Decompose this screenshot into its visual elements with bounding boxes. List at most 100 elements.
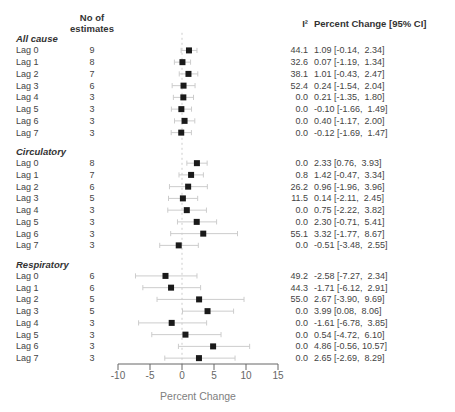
svg-text:Lag 2: Lag 2 [16, 69, 39, 79]
svg-text:-1.61 [-6.78, 3.85]: -1.61 [-6.78, 3.85] [314, 318, 388, 328]
svg-text:-1.71 [-6.12, 2.91]: -1.71 [-6.12, 2.91] [314, 283, 388, 293]
svg-text:Percent Change: Percent Change [160, 390, 236, 402]
svg-text:0.14 [-2.11, 2.45]: 0.14 [-2.11, 2.45] [314, 193, 384, 203]
svg-text:7: 7 [89, 170, 94, 180]
svg-text:5: 5 [89, 306, 94, 316]
svg-text:38.1: 38.1 [290, 69, 308, 79]
svg-text:0.0: 0.0 [295, 92, 308, 102]
svg-text:3.99 [0.08, 8.06]: 3.99 [0.08, 8.06] [314, 306, 382, 316]
svg-text:3: 3 [89, 330, 94, 340]
svg-text:Lag 4: Lag 4 [16, 92, 39, 102]
svg-text:7: 7 [89, 69, 94, 79]
svg-text:Lag 3: Lag 3 [16, 81, 39, 91]
svg-text:Percent Change [95% CI]: Percent Change [95% CI] [314, 18, 426, 29]
svg-text:3: 3 [89, 104, 94, 114]
svg-text:0.0: 0.0 [295, 104, 308, 114]
svg-text:-5: -5 [146, 370, 155, 381]
svg-text:Lag 3: Lag 3 [16, 193, 39, 203]
svg-text:-0.51 [-3.48, 2.55]: -0.51 [-3.48, 2.55] [314, 240, 388, 250]
svg-text:1.09 [-0.14, 2.34]: 1.09 [-0.14, 2.34] [314, 45, 385, 55]
svg-text:3: 3 [89, 92, 94, 102]
svg-text:0.0: 0.0 [295, 158, 308, 168]
svg-text:2.67 [-3.90, 9.69]: 2.67 [-3.90, 9.69] [314, 294, 385, 304]
svg-text:6: 6 [89, 271, 94, 281]
svg-text:3: 3 [89, 353, 94, 363]
svg-text:Lag 2: Lag 2 [16, 294, 39, 304]
svg-text:5: 5 [89, 193, 94, 203]
svg-text:3: 3 [89, 341, 94, 351]
svg-text:3.32 [-1.77, 8.67]: 3.32 [-1.77, 8.67] [314, 229, 385, 239]
svg-text:3: 3 [89, 128, 94, 138]
svg-text:-2.58 [-7.27, 2.34]: -2.58 [-7.27, 2.34] [314, 271, 388, 281]
svg-text:Lag 4: Lag 4 [16, 318, 39, 328]
svg-text:2.30 [-0.71, 5.41]: 2.30 [-0.71, 5.41] [314, 217, 385, 227]
svg-text:Lag 7: Lag 7 [16, 240, 39, 250]
svg-text:Lag 1: Lag 1 [16, 283, 39, 293]
svg-text:Lag 7: Lag 7 [16, 353, 39, 363]
svg-text:44.1: 44.1 [290, 45, 308, 55]
svg-text:-0.10 [-1.66, 1.49]: -0.10 [-1.66, 1.49] [314, 104, 388, 114]
svg-text:3: 3 [89, 205, 94, 215]
svg-text:6: 6 [89, 81, 94, 91]
svg-text:Circulatory: Circulatory [16, 146, 67, 157]
svg-text:15: 15 [272, 370, 284, 381]
svg-text:Lag 6: Lag 6 [16, 116, 39, 126]
svg-text:0.40 [-1.17, 2.00]: 0.40 [-1.17, 2.00] [314, 116, 385, 126]
svg-text:I²: I² [302, 18, 308, 29]
svg-text:0.0: 0.0 [295, 217, 308, 227]
svg-text:0.0: 0.0 [295, 116, 308, 126]
svg-text:3: 3 [89, 116, 94, 126]
svg-text:2.65 [-2.69, 8.29]: 2.65 [-2.69, 8.29] [314, 353, 385, 363]
svg-text:32.6: 32.6 [290, 57, 308, 67]
svg-text:-0.12 [-1.69, 1.47]: -0.12 [-1.69, 1.47] [314, 128, 388, 138]
svg-text:Lag 1: Lag 1 [16, 170, 39, 180]
svg-text:3: 3 [89, 217, 94, 227]
svg-text:No of: No of [80, 12, 105, 23]
svg-text:5: 5 [89, 294, 94, 304]
svg-text:1.01 [-0.43, 2.47]: 1.01 [-0.43, 2.47] [314, 69, 385, 79]
svg-text:44.3: 44.3 [290, 283, 308, 293]
svg-text:0.8: 0.8 [295, 170, 308, 180]
svg-text:Lag 6: Lag 6 [16, 341, 39, 351]
svg-text:0.0: 0.0 [295, 318, 308, 328]
svg-text:52.4: 52.4 [290, 81, 308, 91]
svg-text:Lag 0: Lag 0 [16, 271, 39, 281]
svg-text:Lag 7: Lag 7 [16, 128, 39, 138]
svg-text:Lag 1: Lag 1 [16, 57, 39, 67]
svg-text:2.33 [0.76, 3.93]: 2.33 [0.76, 3.93] [314, 158, 382, 168]
svg-text:Lag 6: Lag 6 [16, 229, 39, 239]
svg-text:0.54 [-4.72, 6.10]: 0.54 [-4.72, 6.10] [314, 330, 385, 340]
svg-text:0.0: 0.0 [295, 240, 308, 250]
svg-text:Lag 0: Lag 0 [16, 158, 39, 168]
svg-text:4.86 [-0.56, 10.57]: 4.86 [-0.56, 10.57] [314, 341, 387, 351]
svg-text:0.07 [-1.19, 1.34]: 0.07 [-1.19, 1.34] [314, 57, 385, 67]
svg-text:8: 8 [89, 158, 94, 168]
svg-text:6: 6 [89, 283, 94, 293]
svg-text:-10: -10 [111, 370, 126, 381]
svg-text:Lag 5: Lag 5 [16, 217, 39, 227]
svg-text:0.0: 0.0 [295, 128, 308, 138]
svg-text:11.5: 11.5 [291, 193, 308, 203]
svg-text:0.0: 0.0 [295, 353, 308, 363]
svg-text:3: 3 [89, 229, 94, 239]
svg-text:0.21 [-1.35, 1.80]: 0.21 [-1.35, 1.80] [314, 92, 385, 102]
svg-text:55.0: 55.0 [290, 294, 308, 304]
svg-text:All cause: All cause [15, 33, 58, 44]
svg-text:Lag 5: Lag 5 [16, 330, 39, 340]
svg-text:3: 3 [89, 318, 94, 328]
svg-text:55.1: 55.1 [290, 229, 308, 239]
svg-text:49.2: 49.2 [290, 271, 308, 281]
svg-text:0.0: 0.0 [295, 205, 308, 215]
svg-text:Lag 3: Lag 3 [16, 306, 39, 316]
svg-text:0.96 [-1.96, 3.96]: 0.96 [-1.96, 3.96] [314, 182, 385, 192]
svg-text:9: 9 [89, 45, 94, 55]
svg-text:10: 10 [240, 370, 252, 381]
svg-text:26.2: 26.2 [290, 182, 308, 192]
svg-text:3: 3 [89, 240, 94, 250]
svg-text:0: 0 [179, 370, 185, 381]
svg-text:0.24 [-1.54, 2.04]: 0.24 [-1.54, 2.04] [314, 81, 385, 91]
svg-text:0.75 [-2.22, 3.82]: 0.75 [-2.22, 3.82] [314, 205, 385, 215]
svg-text:6: 6 [89, 182, 94, 192]
svg-text:estimates: estimates [70, 23, 114, 34]
svg-text:Lag 4: Lag 4 [16, 205, 39, 215]
